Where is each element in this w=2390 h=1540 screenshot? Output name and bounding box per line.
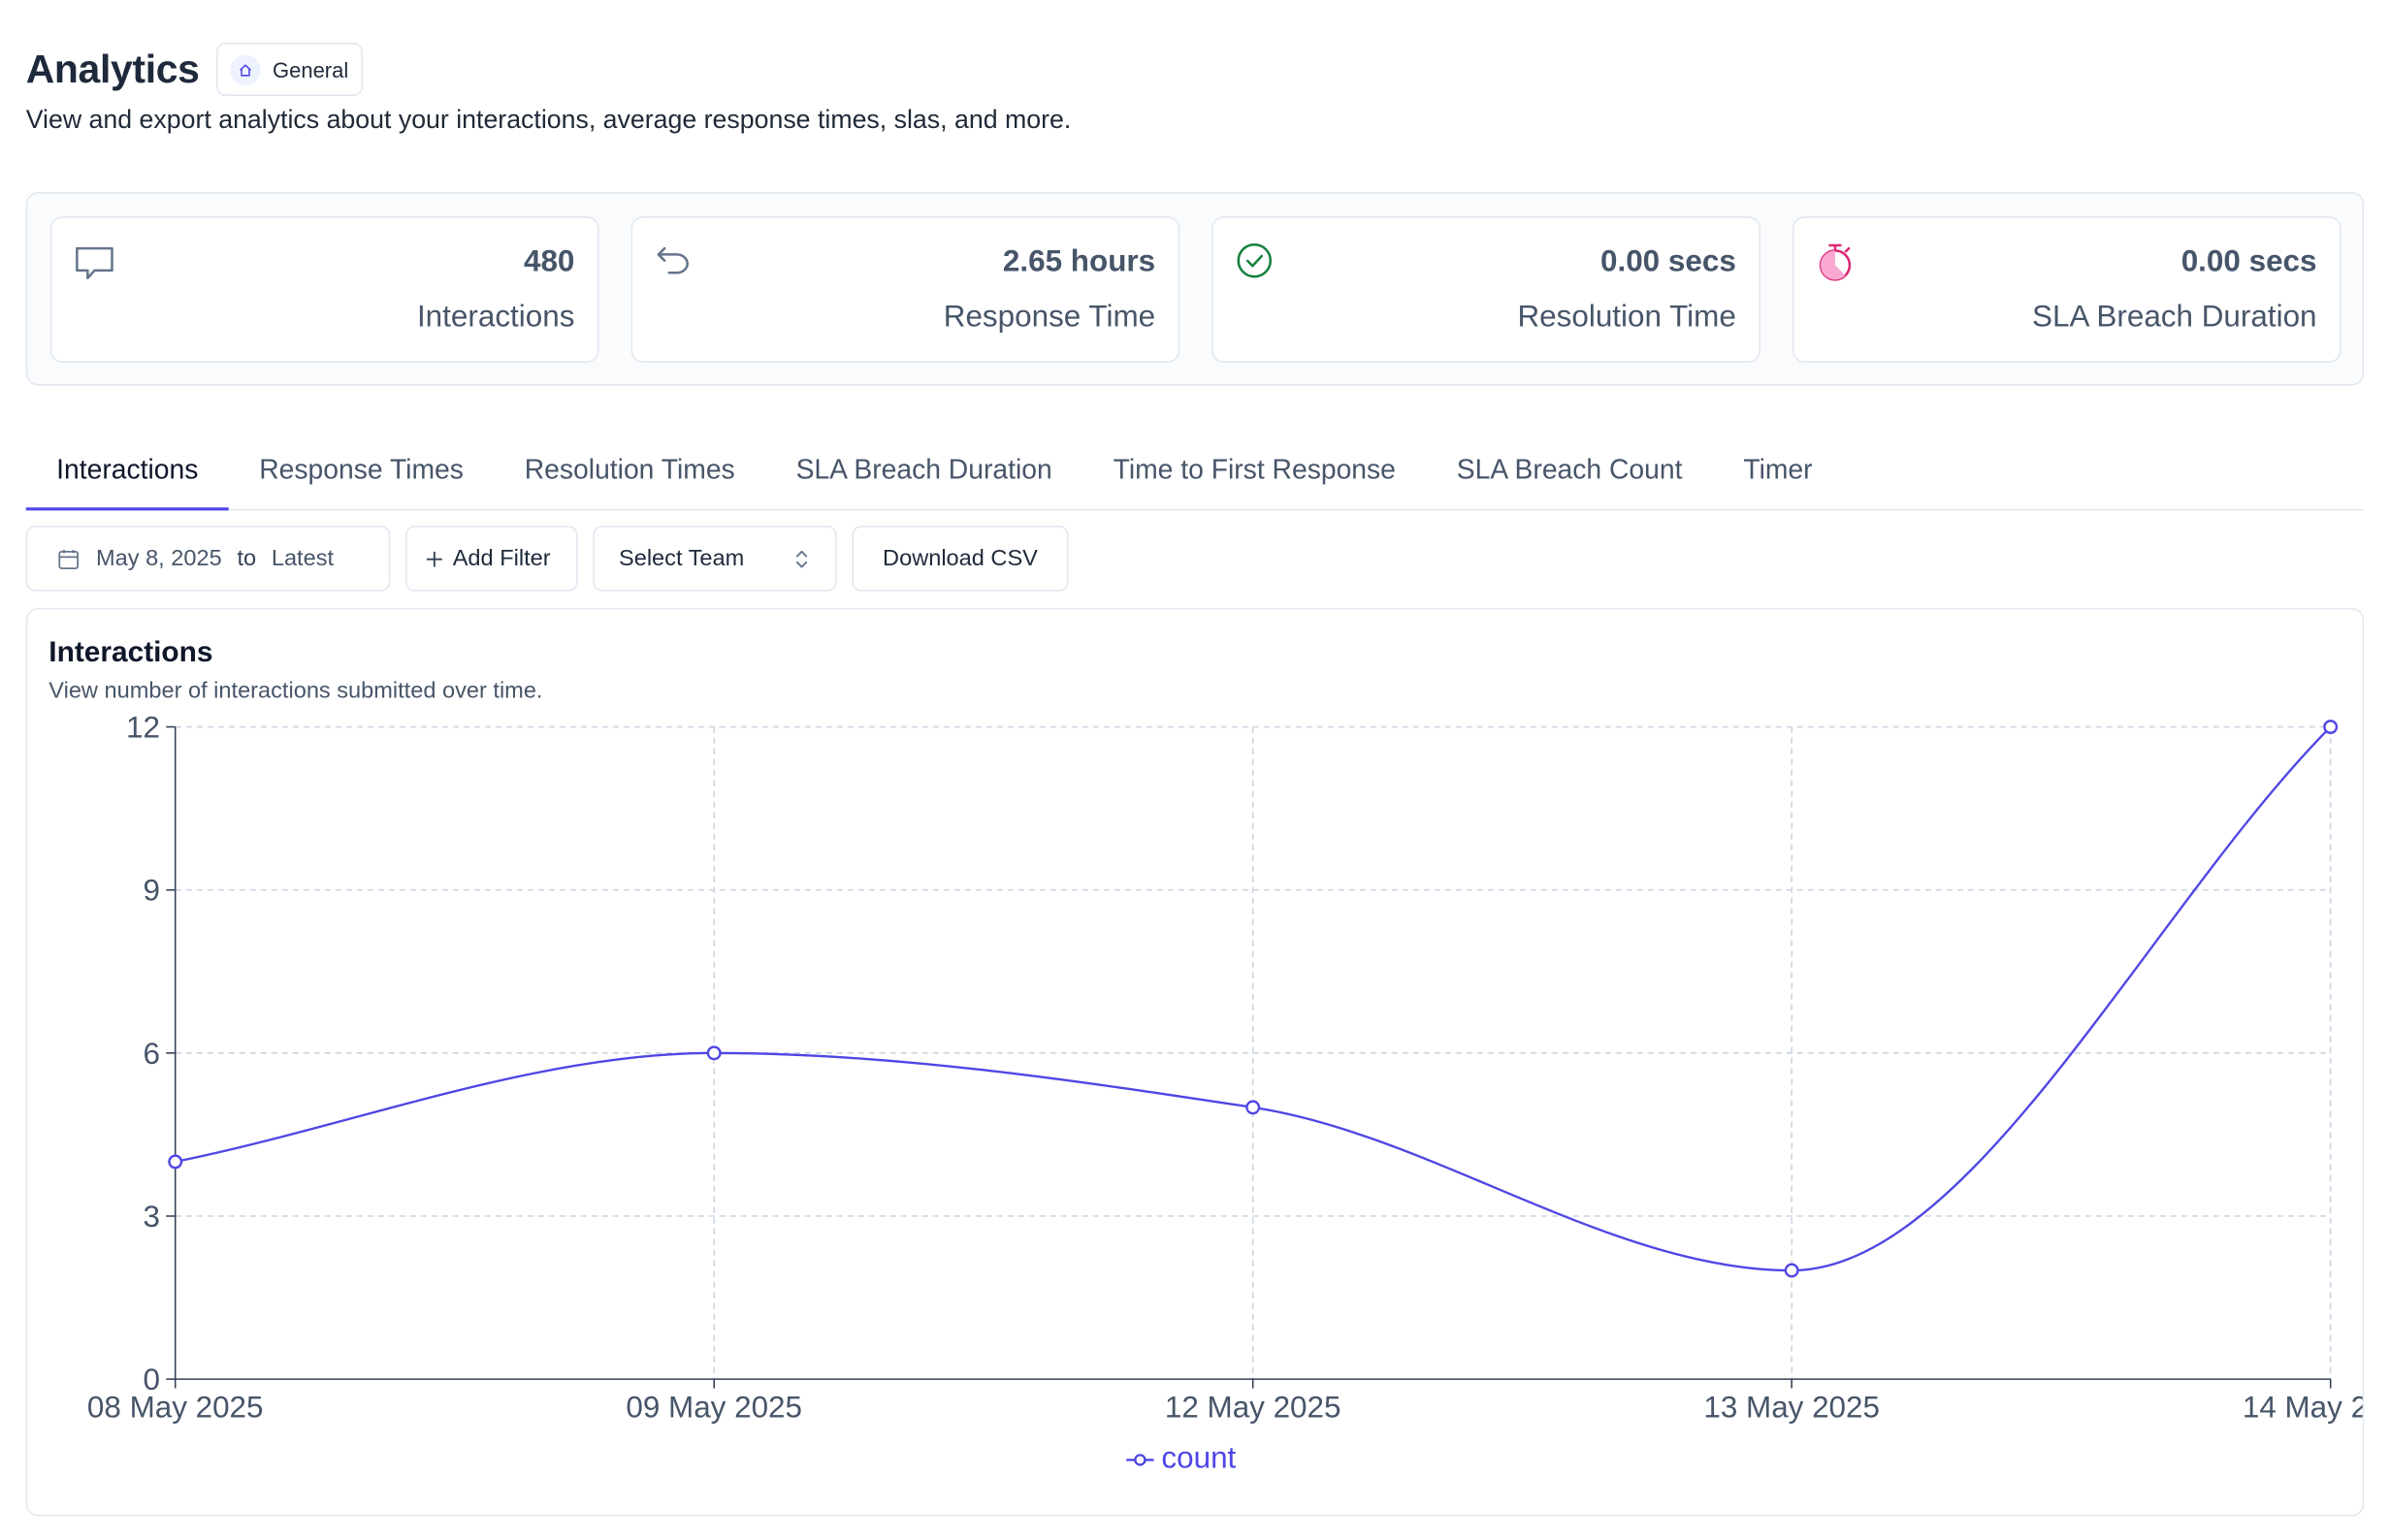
team-select[interactable]: Select Team — [593, 526, 837, 592]
data-point — [1245, 1100, 1261, 1115]
stat-label: Interactions — [416, 300, 575, 335]
x-tick-label: 13 May 2025 — [1703, 1390, 1880, 1424]
stat-card-response-time: 2.65 hours Response Time — [630, 216, 1180, 363]
stat-card-interactions: 480 Interactions — [49, 216, 599, 363]
x-tick-label: 14 May 2025 — [2243, 1390, 2363, 1424]
message-icon — [73, 242, 115, 285]
filter-toolbar: May 8, 2025 to Latest Add Filter Select … — [25, 526, 1069, 592]
tab-time-to-first-response[interactable]: Time to First Response — [1113, 454, 1396, 485]
tab-sla-breach-duration[interactable]: SLA Breach Duration — [795, 454, 1052, 485]
add-filter-label: Add Filter — [452, 545, 551, 572]
date-to: Latest — [271, 545, 335, 572]
x-tick-label: 08 May 2025 — [87, 1390, 264, 1424]
date-from: May 8, 2025 — [95, 545, 222, 572]
tab-resolution-times[interactable]: Resolution Times — [524, 454, 735, 485]
check-circle-icon — [1235, 242, 1277, 285]
team-select-label: Select Team — [618, 545, 745, 572]
interactions-line-chart: 0 3 6 9 12 08 May 2025 09 May 2025 12 May 2025 1… — [87, 711, 2363, 1425]
page-subtitle: View and export analytics about your int… — [25, 105, 1072, 135]
stat-card-sla-breach-duration: 0.00 secs SLA Breach Duration — [1792, 216, 2342, 363]
stat-card-resolution-time: 0.00 secs Resolution Time — [1211, 216, 1760, 363]
y-tick-label: 6 — [144, 1037, 160, 1071]
legend-label: count — [1161, 1441, 1237, 1476]
x-tick-label: 09 May 2025 — [626, 1390, 802, 1424]
y-tick-label: 12 — [126, 711, 160, 745]
calendar-icon — [58, 548, 80, 569]
data-point — [1784, 1263, 1799, 1278]
chart-card: Interactions View number of interactions… — [25, 607, 2365, 1517]
data-point — [2323, 720, 2339, 735]
analytics-tabs: Interactions Response Times Resolution T… — [25, 435, 2365, 511]
legend-line-marker-icon — [1126, 1453, 1154, 1465]
stat-value: 0.00 secs — [1599, 244, 1736, 279]
plus-icon — [425, 549, 443, 567]
add-filter-button[interactable]: Add Filter — [404, 526, 578, 592]
data-point — [168, 1154, 183, 1170]
workspace-badge[interactable]: General — [215, 42, 363, 96]
data-point — [706, 1045, 722, 1061]
workspace-badge-label: General — [272, 56, 349, 82]
stat-value: 0.00 secs — [2180, 244, 2317, 279]
y-tick-label: 0 — [144, 1363, 160, 1396]
page-header: Analytics General View and export analyt… — [25, 42, 1072, 136]
tab-sla-breach-count[interactable]: SLA Breach Count — [1456, 454, 1683, 485]
undo-icon — [654, 242, 696, 285]
date-separator: to — [237, 545, 257, 572]
stat-label: SLA Breach Duration — [2032, 300, 2317, 335]
chart-legend[interactable]: count — [1125, 1441, 1237, 1477]
tab-timer[interactable]: Timer — [1743, 454, 1813, 485]
download-csv-button[interactable]: Download CSV — [852, 526, 1069, 592]
x-tick-label: 12 May 2025 — [1165, 1390, 1341, 1424]
stat-label: Resolution Time — [1517, 300, 1736, 335]
page-title: Analytics — [25, 46, 200, 92]
stat-value: 480 — [523, 244, 575, 279]
y-tick-label: 9 — [144, 874, 160, 908]
date-range-picker[interactable]: May 8, 2025 to Latest — [25, 526, 391, 592]
y-tick-label: 3 — [144, 1200, 160, 1234]
stats-panel: 480 Interactions 2.65 hours Response Tim… — [25, 191, 2365, 386]
chevrons-up-down-icon — [792, 548, 811, 569]
series-line-count — [175, 725, 2332, 1272]
home-icon — [229, 53, 261, 85]
chart-subtitle: View number of interactions submitted ov… — [48, 678, 543, 704]
stat-value: 2.65 hours — [1002, 244, 1156, 279]
timer-icon — [1816, 242, 1858, 285]
stat-label: Response Time — [943, 300, 1156, 335]
tab-response-times[interactable]: Response Times — [259, 454, 464, 485]
chart-title: Interactions — [48, 636, 213, 669]
tab-interactions[interactable]: Interactions — [25, 435, 229, 511]
